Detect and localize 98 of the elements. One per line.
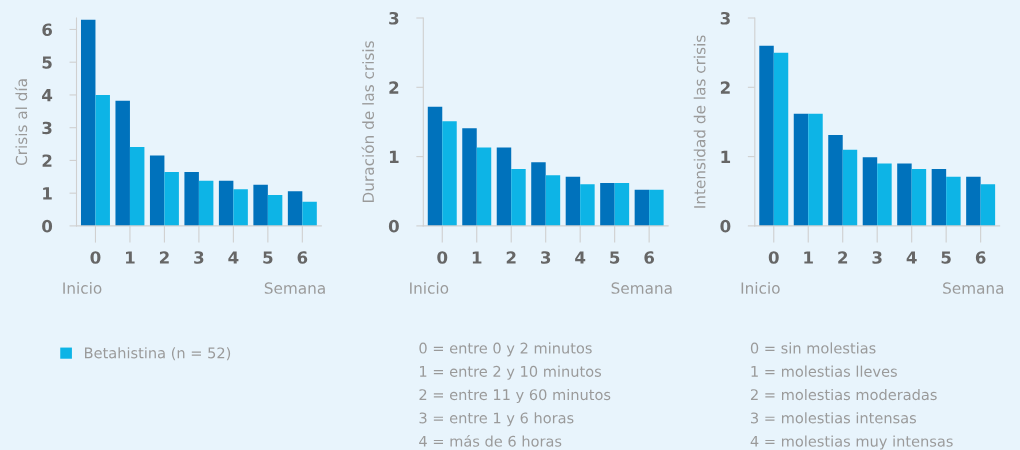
bar (634, 189, 650, 226)
y-tick-label: 1 (389, 150, 399, 163)
y-tick-label: 1 (721, 150, 731, 163)
legend-label: Betahistina (n = 52) (85, 347, 231, 361)
x-tick-label: 1 (126, 251, 135, 264)
x-tick-label: 3 (194, 251, 204, 264)
bar (600, 182, 615, 226)
bar (115, 100, 130, 226)
text: 4 = más de 6 horas (419, 434, 562, 447)
bar (759, 45, 774, 226)
bar (129, 147, 145, 226)
bar (184, 171, 199, 226)
y-tick-label: 2 (42, 154, 52, 167)
x-tick-label: 4 (228, 251, 239, 264)
bar (164, 171, 179, 226)
bar (149, 155, 165, 226)
x-tick-label: 0 (90, 251, 101, 264)
y-tick-label: 0 (42, 219, 53, 233)
x-tick-label: 4 (575, 251, 586, 264)
bar (302, 201, 317, 226)
x-tick-label: 3 (872, 251, 882, 264)
text: 1 = molestias lleves (751, 365, 897, 377)
bar (793, 113, 809, 226)
bar (287, 191, 303, 226)
x-tick-label: 3 (541, 251, 551, 264)
text: 2 = molestias moderadas (750, 388, 937, 401)
bar (911, 169, 927, 226)
bar (946, 176, 961, 226)
bar (95, 94, 110, 226)
x-axis-title: Semana (264, 282, 325, 294)
text: 2 = entre 11 y 60 minutos (419, 388, 611, 404)
text: 3 = entre 1 y 6 horas (419, 412, 574, 427)
bar (828, 135, 843, 226)
x-tick-label: 2 (159, 251, 169, 264)
y-tick-label: 3 (389, 11, 399, 25)
y-tick-label: 4 (42, 89, 53, 102)
bar (614, 182, 630, 226)
bar (808, 113, 823, 226)
bar (511, 169, 526, 226)
y-tick-label: 0 (388, 219, 399, 233)
bar (218, 180, 234, 226)
x-tick-label: 4 (906, 251, 917, 264)
text: Inicio (410, 282, 449, 294)
text: 4 = molestias muy intensas (750, 435, 953, 450)
text: 0 = entre 0 y 2 minutos (419, 342, 592, 357)
y-tick-label: 2 (720, 81, 730, 94)
y-tick-label: 1 (43, 187, 52, 200)
bar (233, 189, 248, 226)
bar (545, 175, 561, 226)
x-tick-label: 0 (768, 251, 779, 264)
x-tick-label: 6 (975, 251, 986, 264)
bar (476, 147, 492, 226)
bar (442, 121, 457, 226)
x-tick-label: 6 (644, 251, 655, 264)
y-tick-label: 3 (42, 121, 52, 135)
x-tick-label: 1 (804, 251, 813, 264)
bar (980, 184, 996, 226)
bar (531, 162, 546, 226)
y-tick-label: 3 (720, 11, 730, 25)
bar (931, 169, 947, 226)
x-tick-label: 6 (297, 251, 308, 264)
bar (496, 147, 512, 226)
y-tick-label: 2 (389, 81, 399, 94)
y-axis-title: Intensidad de las crisis (693, 35, 706, 208)
text: 0 = sin molestias (750, 342, 876, 354)
text: Inicio (63, 282, 102, 294)
bar (580, 184, 595, 226)
text: 1 = entre 2 y 10 minutos (420, 365, 602, 380)
y-axis-title: Duración de las crisis (361, 41, 375, 202)
bar (966, 176, 981, 226)
x-tick-label: 1 (472, 251, 482, 264)
y-tick-label: 5 (42, 56, 52, 69)
x-tick-label: 5 (941, 251, 951, 264)
bar (565, 176, 581, 226)
x-tick-label: 0 (437, 251, 448, 264)
y-tick-label: 6 (42, 23, 52, 37)
text: Inicio (741, 282, 780, 294)
bar (877, 163, 892, 226)
bar (842, 149, 858, 226)
bar (253, 184, 268, 226)
y-axis-title: Crisis al día (14, 79, 28, 166)
bar (198, 180, 214, 226)
y-tick-label: 0 (720, 219, 731, 233)
bar (773, 52, 789, 226)
x-axis-title: Semana (611, 282, 672, 294)
bar (897, 163, 912, 226)
bar (862, 157, 878, 226)
x-tick-label: 5 (263, 251, 273, 264)
bar (267, 195, 283, 226)
x-tick-label: 2 (506, 251, 516, 264)
bar (649, 189, 664, 226)
x-tick-label: 2 (838, 251, 848, 264)
bar (80, 19, 96, 226)
text: 3 = molestias intensas (751, 412, 917, 424)
bar (427, 106, 443, 226)
x-axis-title: Semana (943, 282, 1004, 294)
bar (462, 128, 477, 226)
x-tick-label: 5 (610, 251, 620, 264)
